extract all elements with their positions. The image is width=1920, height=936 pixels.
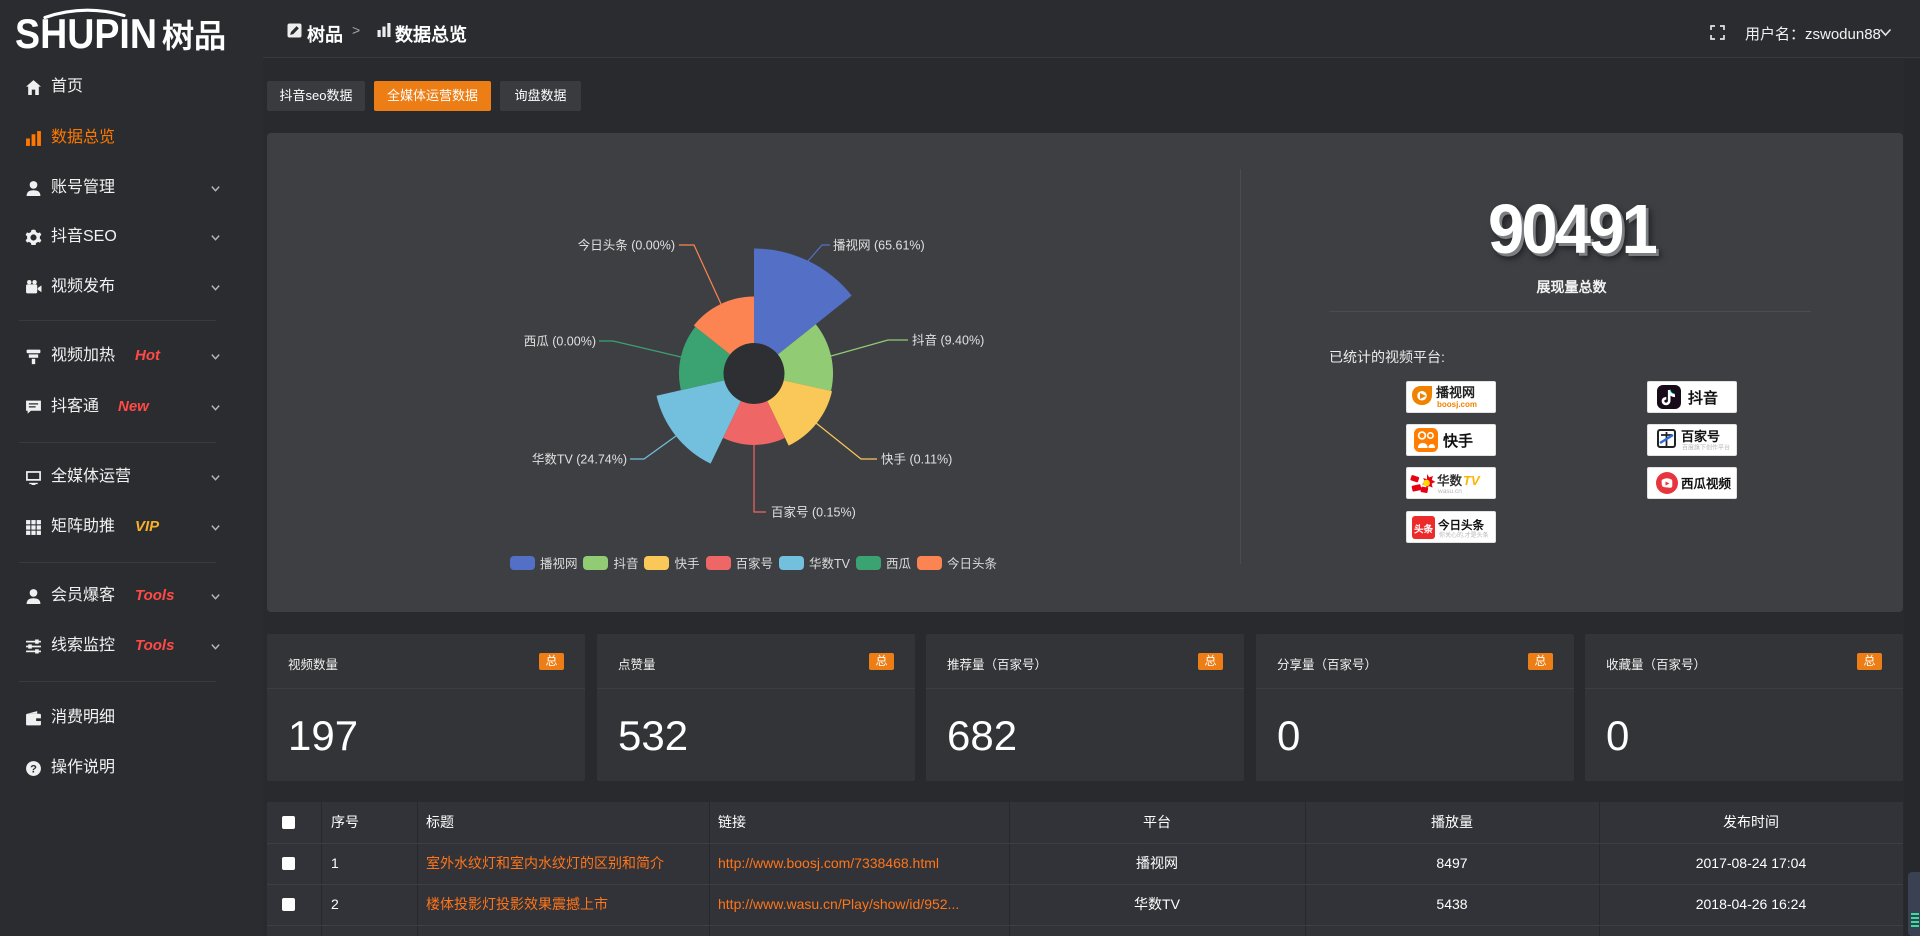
svg-text:华数TV (24.74%): 华数TV (24.74%)	[532, 452, 627, 467]
svg-text:wasu.cn: wasu.cn	[1437, 488, 1462, 495]
svg-text:播视网 (65.61%): 播视网 (65.61%)	[833, 238, 925, 253]
svg-text:头条: 头条	[1414, 524, 1434, 536]
svg-text:抖音: 抖音	[1688, 389, 1718, 407]
svg-text:抖音 (9.40%): 抖音 (9.40%)	[912, 333, 984, 348]
svg-text:百家号 (0.15%): 百家号 (0.15%)	[771, 505, 856, 520]
svg-text:百度旗下创作平台: 百度旗下创作平台	[1682, 444, 1730, 452]
svg-text:树品: 树品	[162, 18, 226, 54]
svg-text:百家号: 百家号	[1681, 429, 1720, 444]
svg-text:你关心的,才是头条: 你关心的,才是头条	[1439, 531, 1489, 539]
svg-text:西瓜 (0.00%): 西瓜 (0.00%)	[524, 335, 596, 349]
svg-text:TV: TV	[1463, 473, 1481, 488]
svg-text:西瓜视频: 西瓜视频	[1681, 476, 1732, 491]
svg-text:快手: 快手	[1443, 432, 1473, 450]
svg-text:今日头条: 今日头条	[1437, 518, 1484, 532]
svg-text:华数: 华数	[1437, 473, 1463, 488]
svg-text:boosj.com: boosj.com	[1437, 400, 1477, 409]
svg-text:快手 (0.11%): 快手 (0.11%)	[881, 453, 952, 467]
svg-text:播视网: 播视网	[1436, 385, 1475, 400]
svg-text:今日头条 (0.00%): 今日头条 (0.00%)	[578, 238, 675, 253]
svg-text:?: ?	[30, 763, 37, 775]
svg-text:SHUPIN: SHUPIN	[15, 10, 157, 55]
